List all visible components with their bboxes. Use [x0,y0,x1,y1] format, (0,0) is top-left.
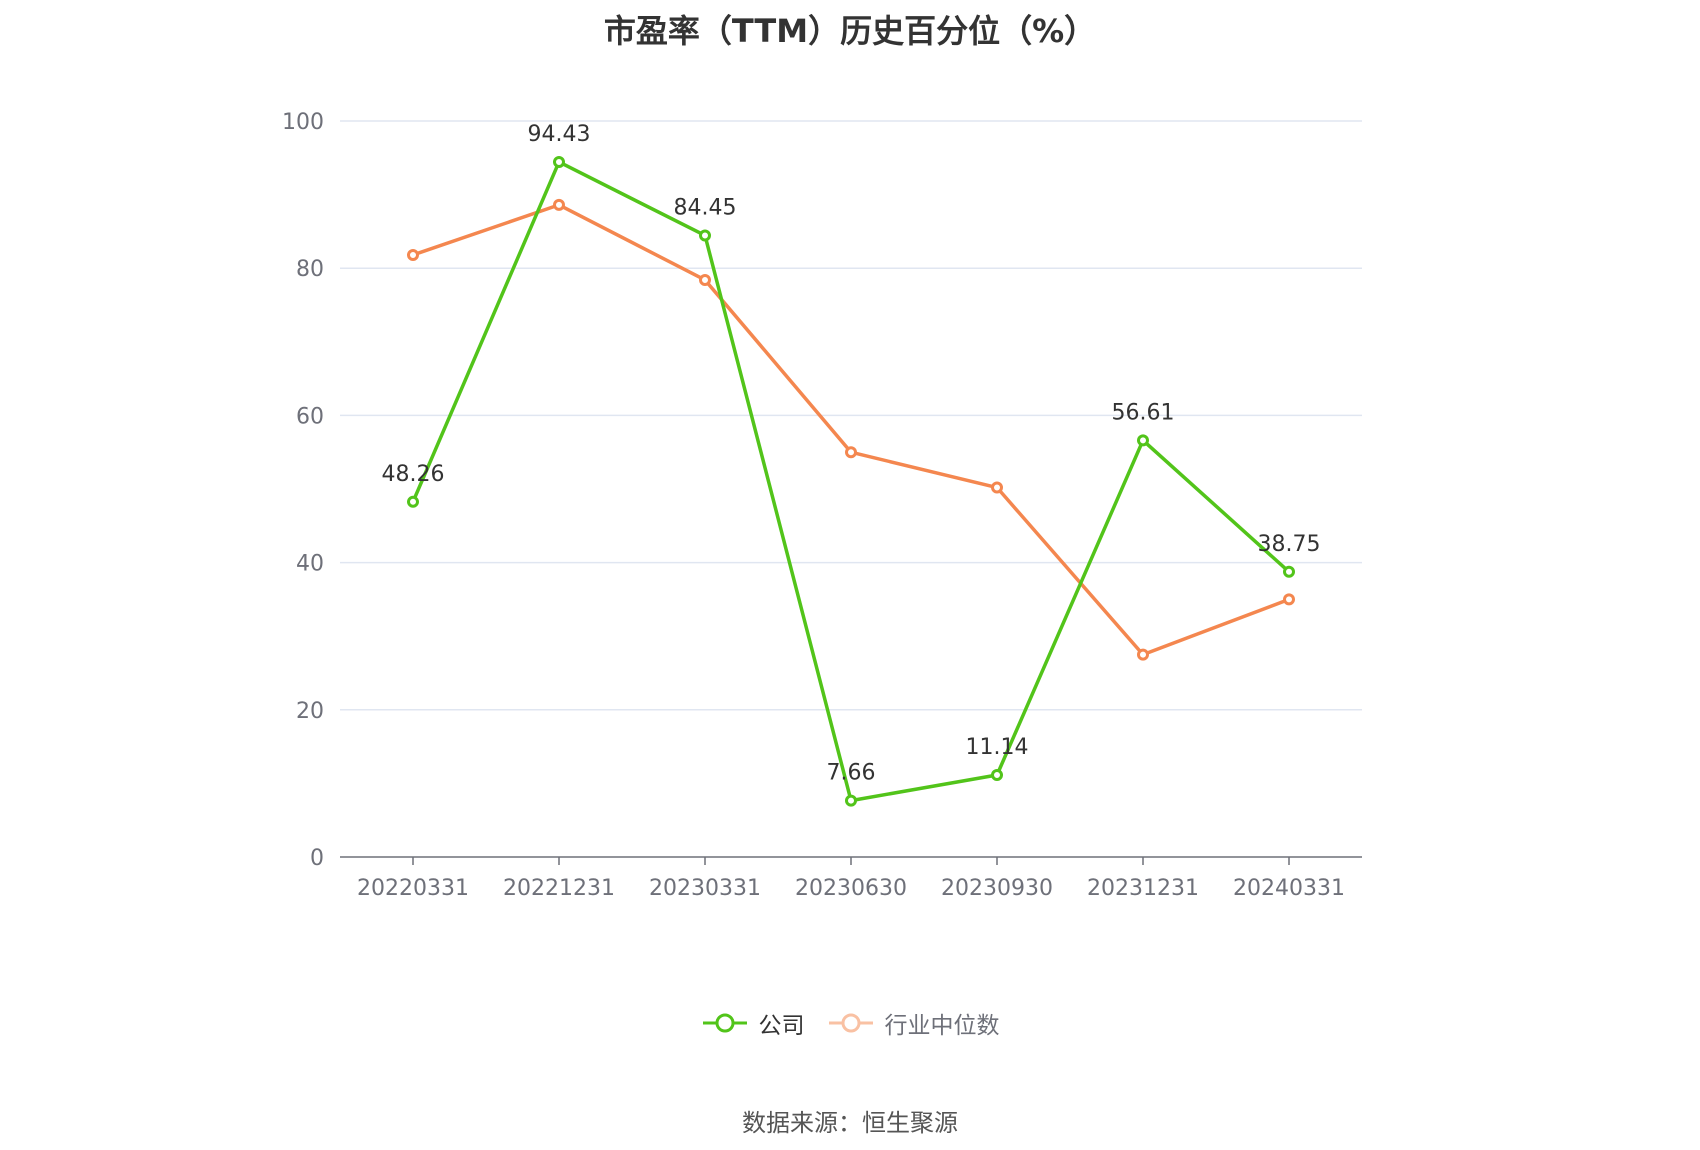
data-point-industry[interactable] [845,446,857,459]
data-label: 48.26 [382,462,445,487]
grid-lines [340,120,1362,711]
data-point-company[interactable] [407,495,419,508]
y-tick-label: 40 [296,552,324,577]
axes: 0 20 40 60 80 100 20220331 20221231 20230331 2023… [282,110,1362,901]
data-label: 84.45 [674,195,737,220]
y-tick-label: 100 [282,110,324,135]
series [407,155,1295,807]
data-label: 38.75 [1258,532,1321,557]
legend: 公司 行业中位数 [0,1006,1700,1040]
y-tick-label: 0 [310,846,324,871]
data-point-industry[interactable] [1283,593,1295,606]
x-tick-label: 20230930 [941,876,1053,901]
data-point-company[interactable] [1137,434,1149,447]
y-tick-label: 80 [296,257,324,282]
y-tick-label: 20 [296,699,324,724]
chart-title: 市盈率（TTM）历史百分位（%） [603,12,1097,50]
data-point-company[interactable] [845,794,857,807]
data-label: 7.66 [827,761,876,786]
data-labels: 48.26 94.43 84.45 7.66 11.14 56.61 38.75 [382,122,1321,786]
data-point-industry[interactable] [991,481,1003,494]
legend-item-industry[interactable]: 行业中位数 [827,1006,1000,1040]
data-point-company[interactable] [1283,565,1295,578]
data-point-company[interactable] [553,155,565,168]
data-point-industry[interactable] [1137,648,1149,661]
legend-industry-icon [828,1013,873,1033]
data-label: 11.14 [966,735,1029,760]
data-point-industry[interactable] [553,198,565,211]
chart-plot: 0 20 40 60 80 100 20220331 20221231 20230331 2023… [282,110,1362,901]
data-point-company[interactable] [991,769,1003,782]
data-label: 56.61 [1112,400,1175,425]
series-line-company [411,160,1291,803]
legend-company-label: 公司 [758,1013,805,1039]
series-line-industry [412,203,1290,657]
x-tick-label: 20231231 [1087,876,1199,901]
legend-company-icon [702,1013,747,1033]
x-tick-label: 20230630 [795,876,907,901]
y-tick-label: 60 [296,404,324,429]
x-tick-label: 20230331 [649,876,761,901]
data-point-company[interactable] [699,229,711,242]
data-point-industry[interactable] [699,273,711,286]
data-point-industry[interactable] [407,248,419,261]
legend-item-company[interactable]: 公司 [701,1006,805,1040]
data-label: 94.43 [528,122,591,147]
x-tick-label: 20240331 [1233,876,1345,901]
x-tick-label: 20221231 [503,876,615,901]
x-tick-label: 20220331 [357,876,469,901]
data-source: 数据来源：恒生聚源 [742,1109,958,1137]
legend-industry-label: 行业中位数 [884,1013,1000,1039]
